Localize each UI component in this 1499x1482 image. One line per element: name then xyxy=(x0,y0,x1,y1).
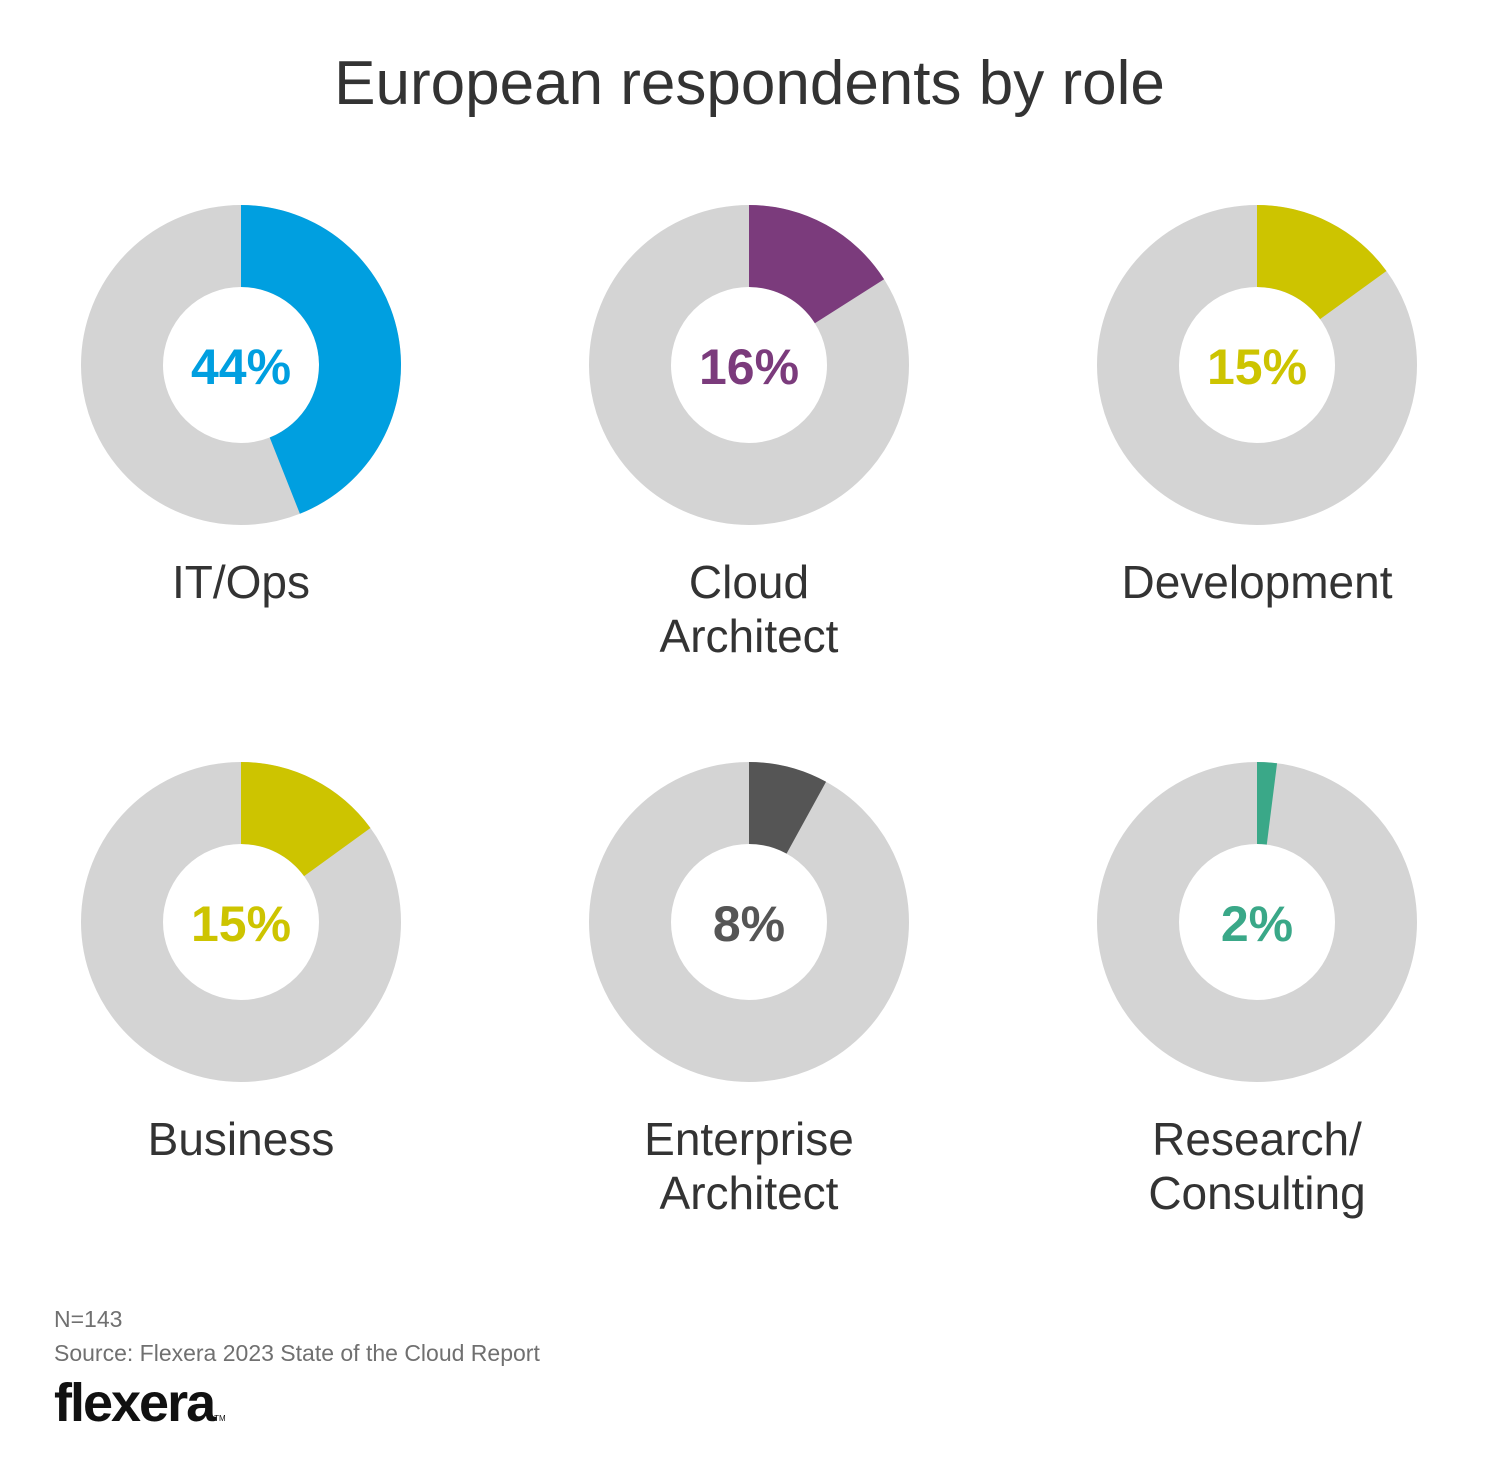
donut-it-ops: 44% xyxy=(81,205,402,525)
donut-value-label: 8% xyxy=(713,896,785,952)
donut-business: 15% xyxy=(81,762,401,1082)
donut-slice xyxy=(749,762,827,854)
donut-slice xyxy=(1257,762,1278,845)
category-label-line: Business xyxy=(147,1113,335,1165)
donut-enterprise-architect: 8% xyxy=(589,762,909,1082)
sample-size: N=143 xyxy=(54,1306,123,1332)
category-label-line: IT/Ops xyxy=(171,556,311,608)
logo-text: flexera xyxy=(54,1373,216,1433)
logo-trademark: TM xyxy=(214,1414,226,1423)
category-label-line: Architect xyxy=(659,610,839,662)
donut-slice xyxy=(241,205,402,514)
category-label-line: Consulting xyxy=(1148,1167,1366,1219)
category-label: Business xyxy=(41,1112,441,1166)
donut-slice xyxy=(749,205,885,324)
donut-value-label: 2% xyxy=(1221,896,1293,952)
category-label-line: Architect xyxy=(659,1167,839,1219)
donut-slice xyxy=(1257,205,1387,320)
donut-slice xyxy=(241,762,371,877)
category-label-line: Development xyxy=(1121,556,1393,608)
category-label-line: Cloud xyxy=(688,556,810,608)
donut-value-label: 15% xyxy=(191,896,291,952)
category-label: IT/Ops xyxy=(41,555,441,609)
donut-value-label: 15% xyxy=(1207,339,1307,395)
donut-value-label: 44% xyxy=(191,339,291,395)
source-note: Source: Flexera 2023 State of the Cloud … xyxy=(54,1340,540,1366)
donut-value-label: 16% xyxy=(699,339,799,395)
donut-cloud-architect: 16% xyxy=(589,205,909,525)
category-label: Research/Consulting xyxy=(1057,1112,1457,1220)
donut-research-consulting: 2% xyxy=(1097,762,1417,1082)
flexera-logo: flexeraTM xyxy=(54,1372,226,1434)
category-label: Enterprise Architect xyxy=(549,1112,949,1220)
category-label-line: Enterprise xyxy=(644,1113,854,1165)
category-label: Cloud Architect xyxy=(549,555,949,663)
category-label-line: Research/ xyxy=(1152,1113,1362,1165)
chart-title: European respondents by role xyxy=(334,49,1165,118)
category-label: Development xyxy=(1057,555,1457,609)
donut-development: 15% xyxy=(1097,205,1417,525)
